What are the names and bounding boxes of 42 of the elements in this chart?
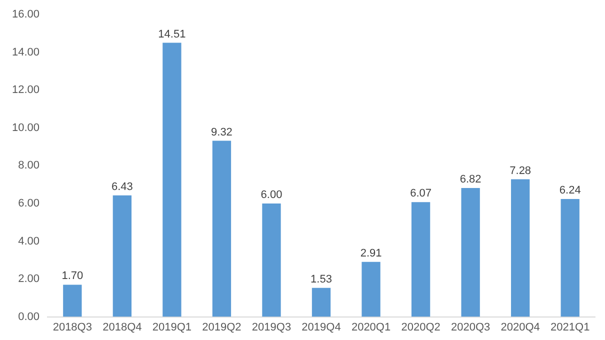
data-label: 2.91 (360, 247, 382, 260)
bar (362, 262, 380, 317)
x-tick-label: 2021Q1 (550, 321, 590, 334)
y-tick-label: 0.00 (18, 310, 40, 323)
bar (411, 202, 430, 317)
data-label: 6.00 (260, 189, 282, 202)
x-tick-label: 2019Q2 (202, 321, 242, 334)
data-label: 6.43 (111, 180, 133, 193)
x-tick-label: 2019Q4 (302, 321, 341, 334)
x-tick-label: 2020Q1 (351, 321, 391, 334)
bar (262, 203, 281, 317)
data-label: 6.82 (460, 174, 482, 186)
y-tick-label: 2.00 (18, 273, 40, 286)
bar (511, 179, 530, 317)
data-label: 6.07 (410, 188, 432, 200)
x-tick-label: 2019Q1 (152, 321, 192, 334)
y-tick-label: 14.00 (12, 46, 40, 58)
x-tick-label: 2018Q3 (52, 321, 92, 334)
x-tick-label: 2019Q3 (252, 321, 292, 334)
y-tick-label: 6.00 (18, 198, 40, 210)
x-tick-label: 2020Q2 (401, 321, 440, 334)
data-label: 1.53 (310, 273, 332, 286)
bar (312, 288, 331, 317)
bar (162, 42, 182, 317)
data-label: 9.32 (211, 126, 232, 138)
x-tick-label: 2020Q4 (500, 321, 540, 334)
bar (461, 188, 480, 317)
y-tick-label: 10.00 (12, 122, 40, 134)
data-label: 6.24 (559, 184, 581, 196)
data-label: 7.28 (510, 164, 532, 177)
bar (212, 140, 232, 317)
y-tick-label: 4.00 (18, 235, 40, 248)
data-label: 1.70 (62, 270, 84, 282)
y-tick-label: 12.00 (12, 84, 40, 96)
bar (560, 198, 580, 317)
y-tick-label: 8.00 (18, 160, 40, 172)
bar (63, 284, 82, 317)
data-label: 14.51 (158, 28, 186, 40)
y-tick-label: 16.00 (12, 8, 40, 21)
x-tick-label: 2018Q4 (102, 321, 142, 334)
bar (112, 195, 132, 317)
x-tick-label: 2020Q3 (450, 321, 490, 334)
